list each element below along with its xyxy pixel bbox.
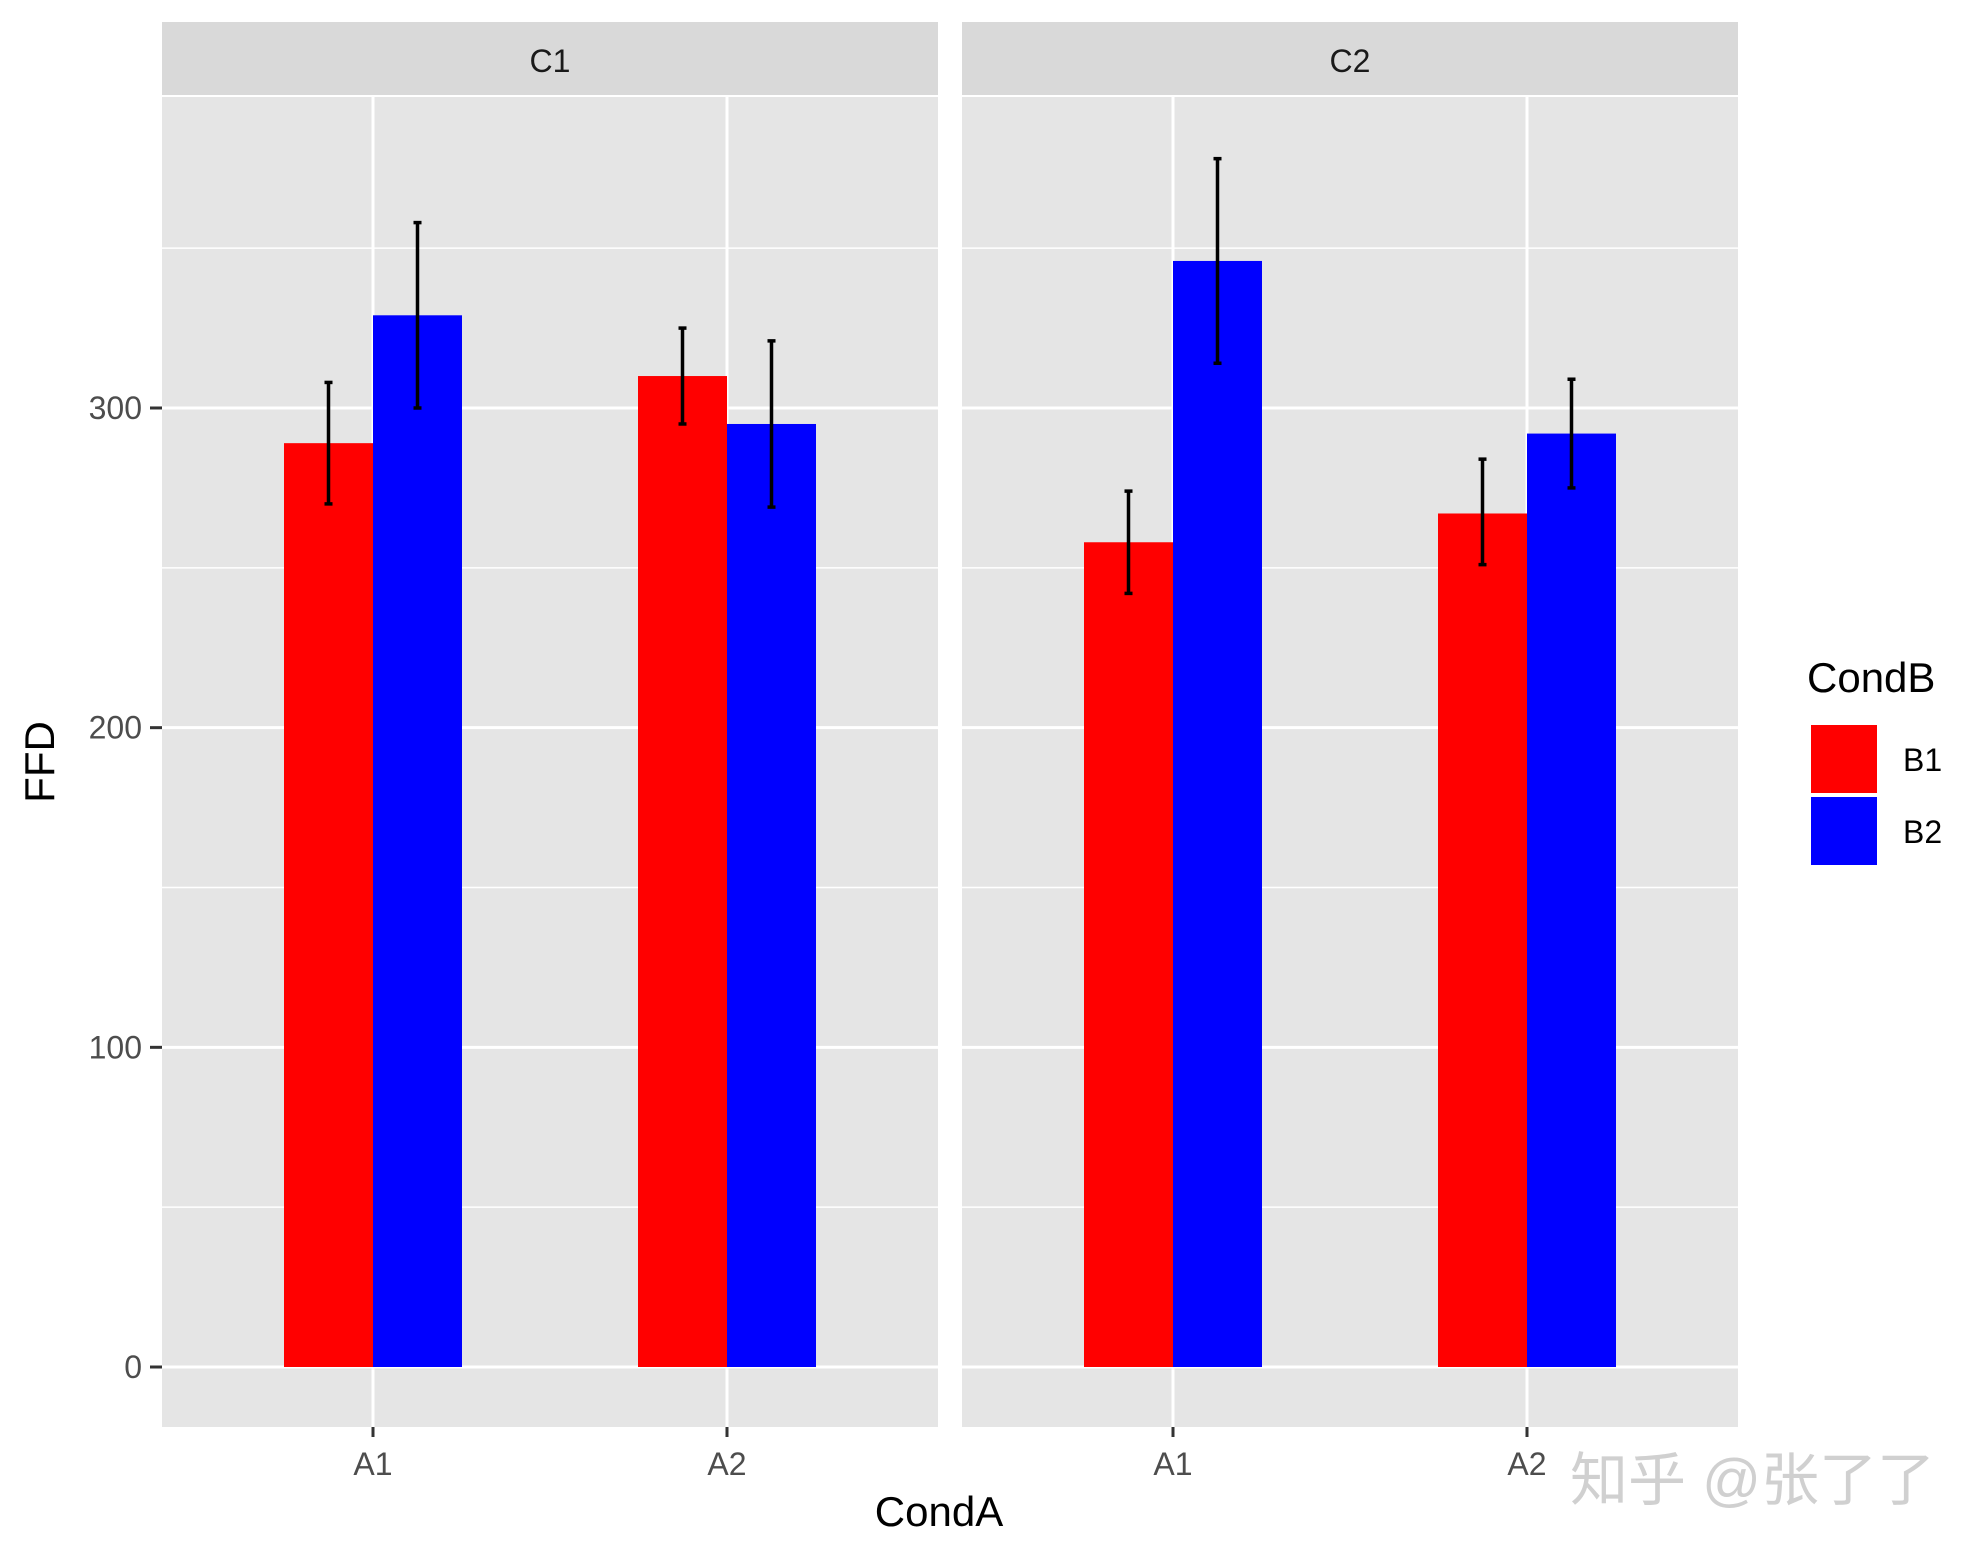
legend-item-B2: B2 [1811, 797, 1942, 865]
bar-C1-A2-B2 [727, 423, 816, 1367]
y-axis-title: FFD [16, 721, 63, 803]
bar-C1-A1-B2 [373, 315, 462, 1368]
x-tick-label: A1 [353, 1446, 392, 1482]
error-bar-C1-A2-B2 [767, 339, 776, 509]
x-tick-label: A2 [707, 1446, 746, 1482]
watermark: 知乎 @张了了 [1570, 1448, 1935, 1513]
y-tick-label: 0 [124, 1349, 142, 1385]
error-bar-C2-A2-B1 [1478, 457, 1487, 567]
legend-swatch [1811, 797, 1877, 865]
x-tick-label: A1 [1153, 1446, 1192, 1482]
error-bar-C1-A1-B2 [413, 220, 422, 410]
facet-panels: C1 C2 [162, 22, 1738, 1427]
error-bar-C1-A1-B1 [324, 380, 333, 506]
error-bar-C1-A2-B1 [678, 326, 687, 426]
bar-C2-A2-B2 [1527, 433, 1616, 1367]
facet-panel-C2: C2 [962, 22, 1738, 1427]
legend: CondB B1 B2 [1807, 654, 1942, 865]
x-tick-label: A2 [1507, 1446, 1546, 1482]
legend-label: B1 [1903, 742, 1942, 778]
legend-item-B1: B1 [1811, 725, 1942, 793]
x-axis: A1 A2 A1 A2 [353, 1427, 1547, 1482]
bar-C1-A1-B1 [284, 443, 373, 1367]
bar-C1-A2-B1 [638, 376, 727, 1367]
facet-strip [962, 22, 1738, 95]
panel-background [962, 97, 1738, 1427]
y-tick-label: 100 [89, 1029, 142, 1065]
y-axis: 0 100 200 300 [89, 390, 162, 1385]
error-bar-C2-A1-B2 [1213, 156, 1222, 365]
bar-C2-A1-B2 [1173, 260, 1262, 1367]
error-bar-C2-A1-B1 [1124, 489, 1133, 596]
y-tick-label: 300 [89, 390, 142, 426]
legend-swatch [1811, 725, 1877, 793]
facet-strip-label: C1 [530, 43, 571, 79]
legend-label: B2 [1903, 814, 1942, 850]
facet-strip [162, 22, 938, 95]
bar-C2-A1-B1 [1084, 542, 1173, 1367]
legend-items: B1 B2 [1811, 725, 1942, 865]
error-bar-C2-A2-B2 [1567, 377, 1576, 490]
panel-background [162, 97, 938, 1427]
bar-C2-A2-B1 [1438, 513, 1527, 1367]
x-axis-title: CondA [875, 1488, 1003, 1535]
facet-panel-C1: C1 [162, 22, 938, 1427]
legend-title: CondB [1807, 654, 1935, 701]
facet-strip-label: C2 [1330, 43, 1371, 79]
y-tick-label: 200 [89, 710, 142, 746]
